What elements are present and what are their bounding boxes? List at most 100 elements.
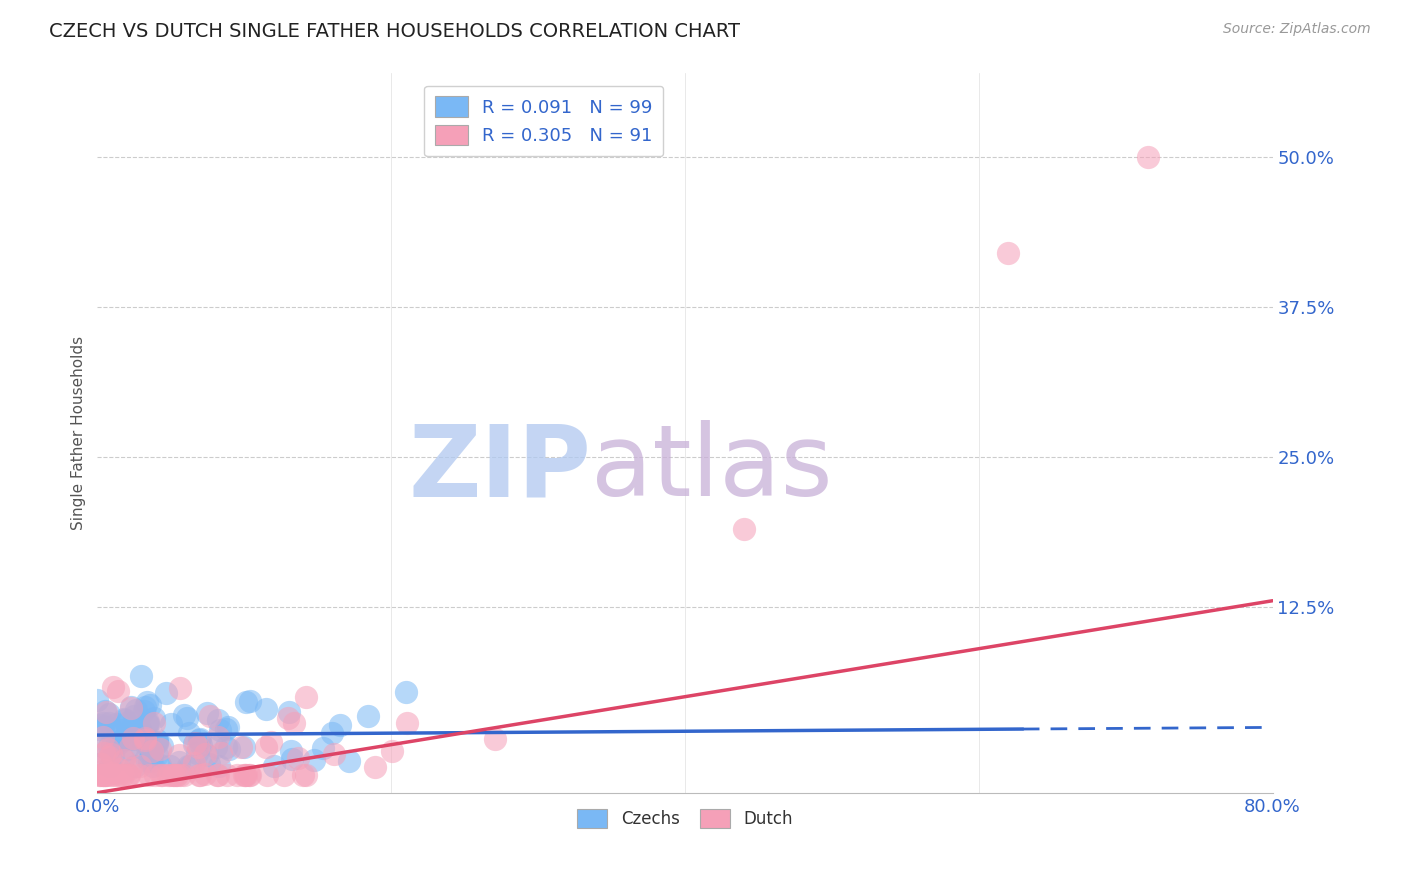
Point <box>146 734 169 748</box>
Point <box>364 760 387 774</box>
Text: atlas: atlas <box>591 420 832 517</box>
Point <box>150 739 173 753</box>
Point <box>125 703 148 717</box>
Point <box>94 705 117 719</box>
Point <box>1136 150 1159 164</box>
Point <box>217 721 239 735</box>
Point <box>198 709 221 723</box>
Text: ZIP: ZIP <box>408 420 591 517</box>
Point <box>146 733 169 747</box>
Point <box>166 767 188 781</box>
Point <box>159 767 181 781</box>
Point <box>239 694 262 708</box>
Point <box>149 741 172 756</box>
Point <box>94 767 117 781</box>
Point <box>149 757 172 772</box>
Point <box>997 246 1019 260</box>
Point <box>169 681 191 696</box>
Point <box>112 712 135 726</box>
Point <box>107 684 129 698</box>
Point <box>291 767 314 781</box>
Point <box>207 730 229 744</box>
Point <box>132 704 155 718</box>
Point <box>235 767 257 781</box>
Point <box>98 707 121 722</box>
Point <box>254 702 277 716</box>
Point <box>208 723 231 737</box>
Point <box>159 759 181 773</box>
Point <box>177 759 200 773</box>
Point <box>226 767 249 781</box>
Point <box>131 732 153 747</box>
Point <box>97 741 120 756</box>
Point <box>229 740 252 755</box>
Point <box>138 742 160 756</box>
Point <box>107 767 129 781</box>
Point <box>146 736 169 750</box>
Point <box>207 767 229 781</box>
Point <box>173 707 195 722</box>
Point <box>91 767 114 781</box>
Point <box>176 711 198 725</box>
Point <box>323 747 346 761</box>
Point <box>121 732 143 747</box>
Point <box>337 754 360 768</box>
Point <box>195 748 218 763</box>
Point <box>142 759 165 773</box>
Point <box>183 737 205 751</box>
Point <box>179 759 201 773</box>
Point <box>295 767 318 781</box>
Point <box>97 715 120 730</box>
Point <box>233 767 256 781</box>
Point <box>160 717 183 731</box>
Point <box>128 758 150 772</box>
Point <box>194 766 217 780</box>
Point <box>198 756 221 771</box>
Point <box>184 736 207 750</box>
Point <box>207 713 229 727</box>
Point <box>107 762 129 776</box>
Text: CZECH VS DUTCH SINGLE FATHER HOUSEHOLDS CORRELATION CHART: CZECH VS DUTCH SINGLE FATHER HOUSEHOLDS … <box>49 22 740 41</box>
Point <box>134 731 156 745</box>
Point <box>208 759 231 773</box>
Point <box>194 747 217 762</box>
Point <box>188 733 211 747</box>
Point <box>94 767 117 781</box>
Point <box>90 756 112 770</box>
Point <box>129 725 152 739</box>
Point <box>103 767 125 781</box>
Point <box>321 726 343 740</box>
Point <box>101 766 124 780</box>
Point <box>233 767 256 781</box>
Point <box>111 752 134 766</box>
Point <box>733 522 755 536</box>
Point <box>112 752 135 766</box>
Point <box>283 715 305 730</box>
Point <box>218 741 240 756</box>
Point <box>204 739 226 754</box>
Point <box>167 755 190 769</box>
Point <box>118 730 141 744</box>
Point <box>173 767 195 781</box>
Point <box>186 747 208 761</box>
Point <box>277 706 299 720</box>
Point <box>120 700 142 714</box>
Point <box>138 767 160 781</box>
Point <box>263 759 285 773</box>
Point <box>115 741 138 756</box>
Point <box>136 715 159 730</box>
Point <box>302 753 325 767</box>
Point <box>484 732 506 747</box>
Point <box>150 767 173 781</box>
Point <box>211 746 233 760</box>
Point <box>93 763 115 777</box>
Point <box>395 715 418 730</box>
Point <box>141 748 163 763</box>
Point <box>104 717 127 731</box>
Point <box>141 744 163 758</box>
Point <box>122 709 145 723</box>
Point <box>136 715 159 730</box>
Point <box>121 731 143 746</box>
Point <box>86 693 108 707</box>
Point <box>120 761 142 775</box>
